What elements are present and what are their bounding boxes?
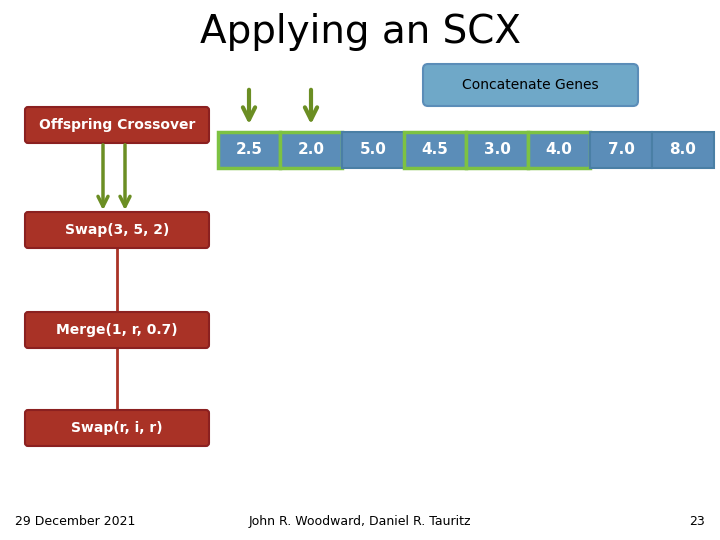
FancyBboxPatch shape	[528, 132, 590, 168]
Text: 2.5: 2.5	[235, 143, 263, 158]
FancyBboxPatch shape	[218, 132, 280, 168]
Text: 2.0: 2.0	[297, 143, 325, 158]
FancyBboxPatch shape	[25, 312, 209, 348]
FancyBboxPatch shape	[404, 132, 466, 168]
Text: John R. Woodward, Daniel R. Tauritz: John R. Woodward, Daniel R. Tauritz	[248, 515, 472, 528]
Text: Concatenate Genes: Concatenate Genes	[462, 78, 599, 92]
Text: Swap(r, i, r): Swap(r, i, r)	[71, 421, 163, 435]
Text: 5.0: 5.0	[359, 143, 387, 158]
Text: Applying an SCX: Applying an SCX	[199, 13, 521, 51]
Text: Merge(1, r, 0.7): Merge(1, r, 0.7)	[56, 323, 178, 337]
Text: 3.0: 3.0	[484, 143, 510, 158]
FancyBboxPatch shape	[652, 132, 714, 168]
FancyBboxPatch shape	[466, 132, 528, 168]
Text: Swap(3, 5, 2): Swap(3, 5, 2)	[65, 223, 169, 237]
FancyBboxPatch shape	[25, 212, 209, 248]
Text: Offspring Crossover: Offspring Crossover	[39, 118, 195, 132]
Text: 8.0: 8.0	[670, 143, 696, 158]
FancyBboxPatch shape	[342, 132, 404, 168]
Text: 4.0: 4.0	[546, 143, 572, 158]
Text: 4.5: 4.5	[422, 143, 449, 158]
FancyBboxPatch shape	[280, 132, 342, 168]
FancyBboxPatch shape	[423, 64, 638, 106]
Text: 23: 23	[689, 515, 705, 528]
FancyBboxPatch shape	[25, 107, 209, 143]
FancyBboxPatch shape	[25, 410, 209, 446]
Text: 29 December 2021: 29 December 2021	[15, 515, 135, 528]
Text: 7.0: 7.0	[608, 143, 634, 158]
FancyBboxPatch shape	[590, 132, 652, 168]
